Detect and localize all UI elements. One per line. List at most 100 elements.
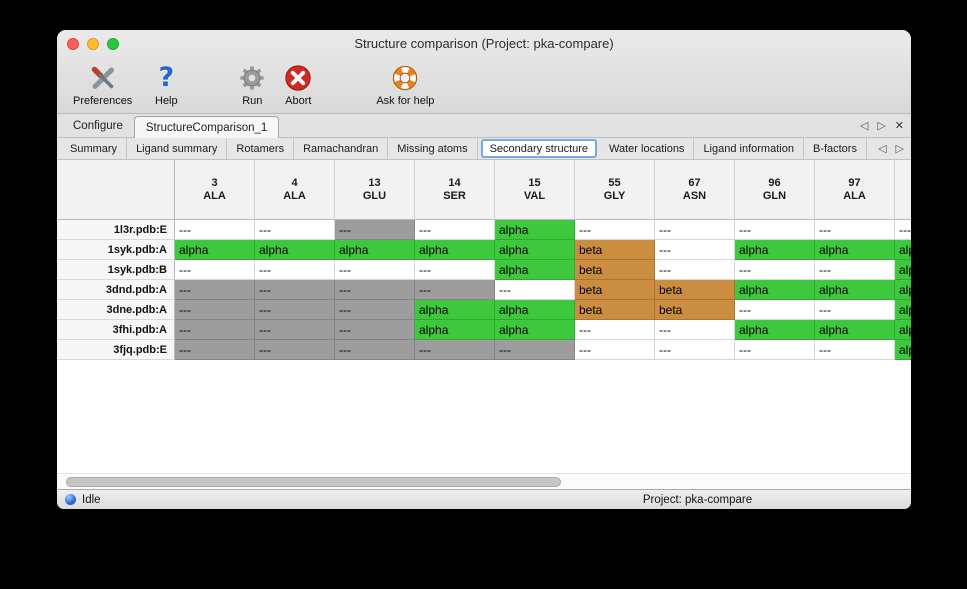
document-tab-configure[interactable]: Configure — [73, 120, 123, 132]
table-cell[interactable]: --- — [255, 220, 335, 240]
table-cell[interactable]: --- — [495, 340, 575, 360]
table-cell[interactable]: --- — [335, 320, 415, 340]
table-cell[interactable]: --- — [495, 280, 575, 300]
table-cell[interactable]: --- — [255, 260, 335, 280]
minimize-window-button[interactable] — [87, 38, 99, 50]
row-header-3dne-pdb-A[interactable]: 3dne.pdb:A — [57, 300, 175, 320]
view-tab-ligand-information[interactable]: Ligand information — [694, 138, 804, 159]
row-header-1syk-pdb-B[interactable]: 1syk.pdb:B — [57, 260, 175, 280]
view-tab-b-factors[interactable]: B-factors — [804, 138, 867, 159]
hscroll-thumb[interactable] — [65, 477, 561, 487]
table-cell[interactable]: --- — [335, 220, 415, 240]
table-cell[interactable]: alpha — [495, 320, 575, 340]
table-cell[interactable]: alpha — [415, 240, 495, 260]
view-tab-missing-atoms[interactable]: Missing atoms — [388, 138, 478, 159]
prev-view-tab-button[interactable]: ◁ — [878, 142, 887, 155]
row-header-3dnd-pdb-A[interactable]: 3dnd.pdb:A — [57, 280, 175, 300]
table-cell[interactable]: --- — [655, 340, 735, 360]
table-cell[interactable]: --- — [415, 340, 495, 360]
run-button[interactable]: Run — [232, 61, 272, 107]
table-cell[interactable]: --- — [175, 280, 255, 300]
table-cell[interactable]: alpha — [735, 320, 815, 340]
table-cell[interactable]: --- — [415, 220, 495, 240]
table-cell[interactable]: --- — [815, 220, 895, 240]
table-cell-partial[interactable]: alpha — [895, 340, 911, 360]
table-cell[interactable]: beta — [575, 260, 655, 280]
table-cell[interactable]: --- — [335, 280, 415, 300]
row-header-1l3r-pdb-E[interactable]: 1l3r.pdb:E — [57, 220, 175, 240]
table-cell[interactable]: --- — [735, 300, 815, 320]
table-cell[interactable]: --- — [815, 300, 895, 320]
table-cell[interactable]: --- — [575, 220, 655, 240]
view-tab-ligand-summary[interactable]: Ligand summary — [127, 138, 228, 159]
table-cell[interactable]: --- — [255, 280, 335, 300]
table-cell[interactable]: --- — [735, 340, 815, 360]
table-cell[interactable]: --- — [175, 260, 255, 280]
table-cell[interactable]: --- — [175, 300, 255, 320]
table-cell[interactable]: alpha — [335, 240, 415, 260]
prev-document-tab-button[interactable]: ◁ — [859, 119, 869, 132]
table-cell[interactable]: --- — [415, 260, 495, 280]
ask-for-help-button[interactable]: Ask for help — [376, 61, 434, 107]
table-cell[interactable]: --- — [575, 320, 655, 340]
table-cell[interactable]: --- — [655, 220, 735, 240]
titlebar[interactable]: Structure comparison (Project: pka-compa… — [57, 30, 911, 58]
view-tab-secondary-structure[interactable]: Secondary structure — [480, 139, 598, 158]
table-cell[interactable]: alpha — [415, 300, 495, 320]
table-cell[interactable]: beta — [575, 280, 655, 300]
view-tab-water-locations[interactable]: Water locations — [600, 138, 695, 159]
table-cell[interactable]: alpha — [255, 240, 335, 260]
table-cell[interactable]: alpha — [415, 320, 495, 340]
document-tab-structurecomparison_1[interactable]: StructureComparison_1 — [133, 116, 280, 138]
abort-button[interactable]: Abort — [278, 61, 318, 107]
table-cell[interactable]: beta — [655, 300, 735, 320]
table-cell[interactable]: alpha — [815, 320, 895, 340]
table-cell[interactable]: beta — [575, 240, 655, 260]
table-cell[interactable]: --- — [255, 300, 335, 320]
table-cell[interactable]: --- — [815, 340, 895, 360]
table-cell[interactable]: --- — [735, 220, 815, 240]
row-header-3fjq-pdb-E[interactable]: 3fjq.pdb:E — [57, 340, 175, 360]
table-cell[interactable]: alpha — [495, 220, 575, 240]
table-cell[interactable]: alpha — [735, 240, 815, 260]
horizontal-scrollbar[interactable] — [57, 473, 911, 489]
table-cell-partial[interactable]: --- — [895, 220, 911, 240]
table-cell[interactable]: --- — [575, 340, 655, 360]
table-cell[interactable]: --- — [655, 240, 735, 260]
next-view-tab-button[interactable]: ▷ — [895, 142, 904, 155]
view-tab-rotamers[interactable]: Rotamers — [227, 138, 295, 159]
table-cell[interactable]: beta — [655, 280, 735, 300]
table-cell[interactable]: alpha — [495, 260, 575, 280]
table-cell[interactable]: alpha — [495, 300, 575, 320]
next-document-tab-button[interactable]: ▷ — [877, 119, 886, 132]
help-button[interactable]: ? Help — [146, 61, 186, 108]
table-cell-partial[interactable]: alpha — [895, 260, 911, 280]
table-cell[interactable]: alpha — [815, 240, 895, 260]
view-tab-summary[interactable]: Summary — [61, 138, 128, 159]
table-cell[interactable]: --- — [335, 340, 415, 360]
table-cell[interactable]: beta — [575, 300, 655, 320]
table-cell[interactable]: --- — [815, 260, 895, 280]
table-cell[interactable]: --- — [255, 340, 335, 360]
table-cell[interactable]: --- — [655, 320, 735, 340]
table-cell[interactable]: --- — [335, 300, 415, 320]
zoom-window-button[interactable] — [107, 38, 119, 50]
table-cell[interactable]: alpha — [175, 240, 255, 260]
close-window-button[interactable] — [67, 38, 79, 50]
table-cell[interactable]: --- — [255, 320, 335, 340]
table-cell[interactable]: alpha — [735, 280, 815, 300]
table-cell[interactable]: --- — [415, 280, 495, 300]
table-cell-partial[interactable]: alpha — [895, 300, 911, 320]
table-cell[interactable]: --- — [175, 220, 255, 240]
table-cell-partial[interactable]: alpha — [895, 240, 911, 260]
table-cell[interactable]: alpha — [495, 240, 575, 260]
row-header-1syk-pdb-A[interactable]: 1syk.pdb:A — [57, 240, 175, 260]
view-tab-ramachandran[interactable]: Ramachandran — [294, 138, 389, 159]
close-tab-icon[interactable]: ✕ — [894, 119, 904, 132]
table-cell[interactable]: --- — [335, 260, 415, 280]
table-cell[interactable]: --- — [735, 260, 815, 280]
preferences-button[interactable]: Preferences — [73, 61, 132, 107]
table-cell-partial[interactable]: alpha — [895, 280, 911, 300]
table-cell[interactable]: --- — [175, 340, 255, 360]
table-cell[interactable]: --- — [655, 260, 735, 280]
